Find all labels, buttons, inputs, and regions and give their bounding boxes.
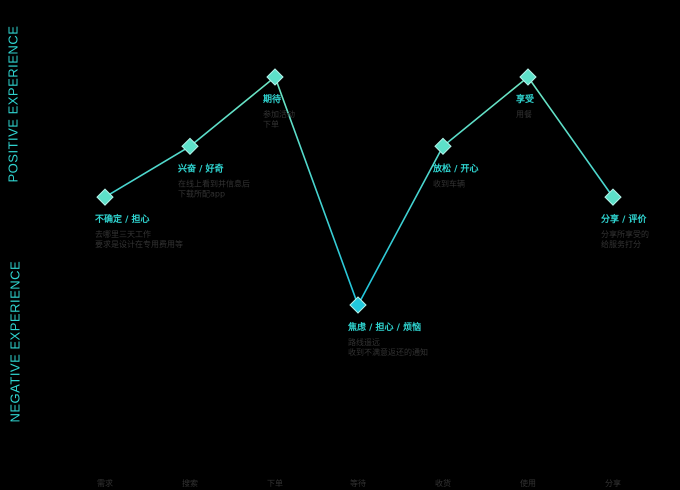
point-emotion: 不确定 / 担心 [95, 213, 150, 225]
point-note: 路线遥远 [348, 337, 380, 347]
point-note: 收到不满意返还的通知 [348, 347, 428, 357]
stage-label: 下单 [267, 478, 283, 488]
stage-label: 分享 [605, 478, 621, 488]
point-note: 下载所配app [178, 188, 225, 198]
emotion-point-marker [434, 137, 452, 156]
stage-labels: 需求 搜索 下单 等待 收货 使用 分享 [97, 478, 621, 488]
point-emotion: 放松 / 开心 [432, 162, 479, 174]
emotion-point-marker [519, 68, 537, 86]
point-emotion: 享受 [516, 93, 534, 105]
point-emotion: 分享 / 评价 [601, 213, 648, 225]
point-note: 在线上看到并信息后 [178, 178, 250, 188]
point-note: 收到车辆 [433, 178, 465, 188]
point-emotion: 兴奋 / 好奇 [178, 162, 224, 174]
point-note: 分享所享受的 [601, 229, 649, 239]
emotion-point-marker [96, 188, 114, 206]
point-note: 给服务打分 [601, 239, 641, 249]
emotion-points [96, 68, 622, 314]
emotion-point-marker [266, 68, 284, 86]
point-note: 参加活动 [263, 109, 295, 119]
point-emotion: 期待 [263, 93, 281, 105]
point-note: 用餐 [516, 110, 532, 119]
stage-label: 使用 [520, 478, 536, 488]
stage-label: 收货 [435, 478, 451, 488]
emotion-point-marker [604, 188, 622, 206]
emotion-point-marker [181, 137, 199, 156]
point-note: 下单 [263, 119, 279, 129]
emotion-point-marker [349, 296, 367, 314]
point-note: 去哪里三天工作 [95, 229, 151, 239]
stage-label: 搜索 [182, 478, 198, 488]
stage-label: 需求 [97, 478, 113, 488]
stage-label: 等待 [350, 478, 366, 488]
point-emotion: 焦虑 / 担心 / 烦恼 [347, 321, 421, 333]
point-note: 要求是设计在专用费用等 [95, 239, 183, 249]
